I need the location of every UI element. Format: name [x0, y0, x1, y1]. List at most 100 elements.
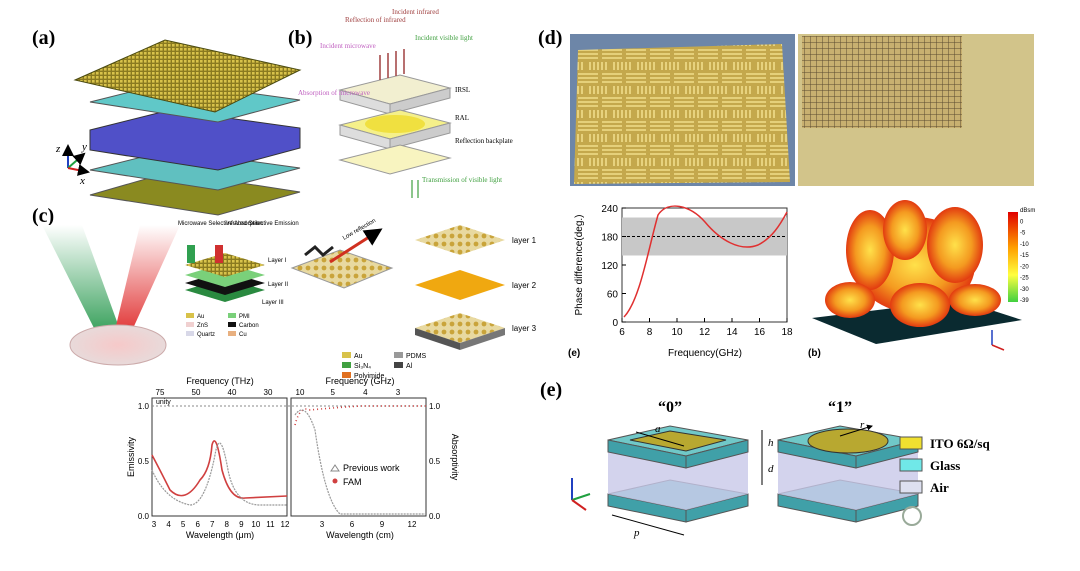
colorbar-label: -10 [1020, 242, 1029, 248]
legend-label: FAM [343, 477, 362, 487]
panel-b: (b) Reflection of infrared Incident infr… [288, 8, 513, 198]
tick-label: 9 [239, 520, 244, 529]
legend-swatch [394, 362, 403, 368]
dim-label: p [633, 527, 640, 539]
annotation: Infrared Selective Emission [226, 221, 299, 227]
fam-mw-curve [294, 405, 426, 426]
tick-label: 0.5 [138, 457, 150, 466]
metasurface [73, 39, 302, 113]
plot-frame [151, 397, 288, 517]
dim-label: r [860, 419, 865, 431]
layer-label: layer 1 [512, 236, 537, 245]
tick-label: 8 [647, 327, 653, 338]
legend-label: PDMS [406, 353, 427, 360]
layer [89, 171, 301, 216]
layer [389, 122, 451, 150]
air-gap [778, 452, 918, 510]
tick-label: 18 [781, 327, 793, 338]
axis-title: Frequency (THz) [186, 376, 254, 386]
sub-label: (b) [808, 348, 821, 359]
tick-label: 3 [396, 388, 401, 397]
layer-label: layer 3 [512, 324, 537, 333]
slab-side [685, 439, 749, 469]
layer [185, 253, 265, 277]
tick-label: 16 [754, 327, 766, 338]
legend: Au PDMS Si₃N₄ Al Polyimide [342, 352, 427, 380]
dim-label: d [768, 463, 774, 475]
phase-plot: 0 60 120 180 240 6 8 10 12 14 16 18 [601, 204, 793, 338]
legend-swatch [186, 331, 194, 336]
legend-swatch [899, 436, 923, 450]
annotation: RAL [455, 114, 469, 122]
axis-title: Wavelength (cm) [326, 530, 394, 540]
dim-line [635, 431, 685, 447]
colorbar-label: -20 [1020, 264, 1029, 270]
tick-label: 1.0 [138, 402, 150, 411]
tick-label: 12 [699, 327, 711, 338]
previous-mw-curve [294, 409, 426, 515]
tick-label: 10 [671, 327, 683, 338]
colorbar-label: 0 [1020, 219, 1024, 225]
colorbar-labels: dBsm 0 -5 -10 -15 -20 -25 -30 -39 [1020, 208, 1035, 304]
legend-label: ZnS [197, 323, 208, 329]
tick-label: 6 [350, 520, 355, 529]
tick-label: 10 [251, 520, 260, 529]
tick-label: 14 [726, 327, 738, 338]
colorbar-label: -30 [1020, 287, 1029, 293]
dim-line [611, 514, 685, 536]
axis-label: y [81, 141, 87, 153]
annotation: Layer III [262, 300, 284, 306]
slab-side [685, 493, 749, 523]
panel-label: (e) [540, 379, 562, 401]
tick-label: 3 [152, 520, 157, 529]
colorbar-label: -15 [1020, 253, 1029, 259]
sample-disc [69, 324, 167, 366]
dim-label: a [655, 423, 661, 435]
absorption-spot [365, 115, 425, 133]
axis-arrow [67, 164, 90, 176]
axis-label: z [55, 143, 61, 155]
legend-swatch [899, 458, 923, 472]
state-label: “1” [828, 399, 852, 416]
tick-label: 40 [228, 388, 237, 397]
legend: Au PMI ZnS Carbon Quartz Cu [186, 313, 259, 338]
beam [115, 225, 180, 335]
tick-label: 5 [330, 388, 335, 397]
panel-e: (e) “0” “1” h d a r p ITO 6Ω/sq Glass Air [540, 379, 990, 539]
axis-label: x [79, 175, 85, 187]
legend-label: PMI [239, 314, 250, 320]
panel-label: (b) [288, 27, 312, 49]
ticks: 75 50 40 30 10 5 4 33 4 5 6 7 8 9 10 11 12 3 6 9 120.00.51.0… [138, 388, 441, 529]
annotation: Incident visible light [415, 34, 473, 42]
panel-a: (a) z y x [32, 27, 302, 216]
ito-patch [807, 428, 889, 454]
tick-label: 120 [601, 261, 618, 272]
legend-label: Au [354, 353, 363, 360]
photo-sample [802, 36, 962, 128]
tick-label: 30 [264, 388, 273, 397]
tick-label: 240 [601, 204, 618, 215]
panel-label: (a) [32, 27, 55, 49]
tick-label: 1.0 [429, 402, 441, 411]
axis-title: Phase difference(deg.) [574, 215, 585, 316]
slab-side [855, 493, 919, 523]
annotation: Transmission of visible light [422, 176, 502, 184]
layer [389, 87, 451, 115]
tick-label: 12 [281, 520, 290, 529]
layer [415, 270, 505, 300]
legend-label: Air [930, 480, 949, 495]
layer [89, 109, 301, 171]
legend-marker [332, 478, 338, 484]
legend-label: Si₃N₄ [354, 363, 371, 370]
legend-label: Polyimide [354, 373, 384, 380]
legend-label: Previous work [343, 463, 400, 473]
legend-swatch [342, 352, 351, 358]
legend-label: Al [406, 363, 413, 370]
tick-label: 60 [607, 290, 619, 301]
dim-line [839, 424, 873, 437]
beam [42, 225, 120, 340]
axis-arrow [67, 152, 86, 169]
colorbar-label: -25 [1020, 276, 1029, 282]
annotation: Absorption of microwave [298, 89, 370, 97]
